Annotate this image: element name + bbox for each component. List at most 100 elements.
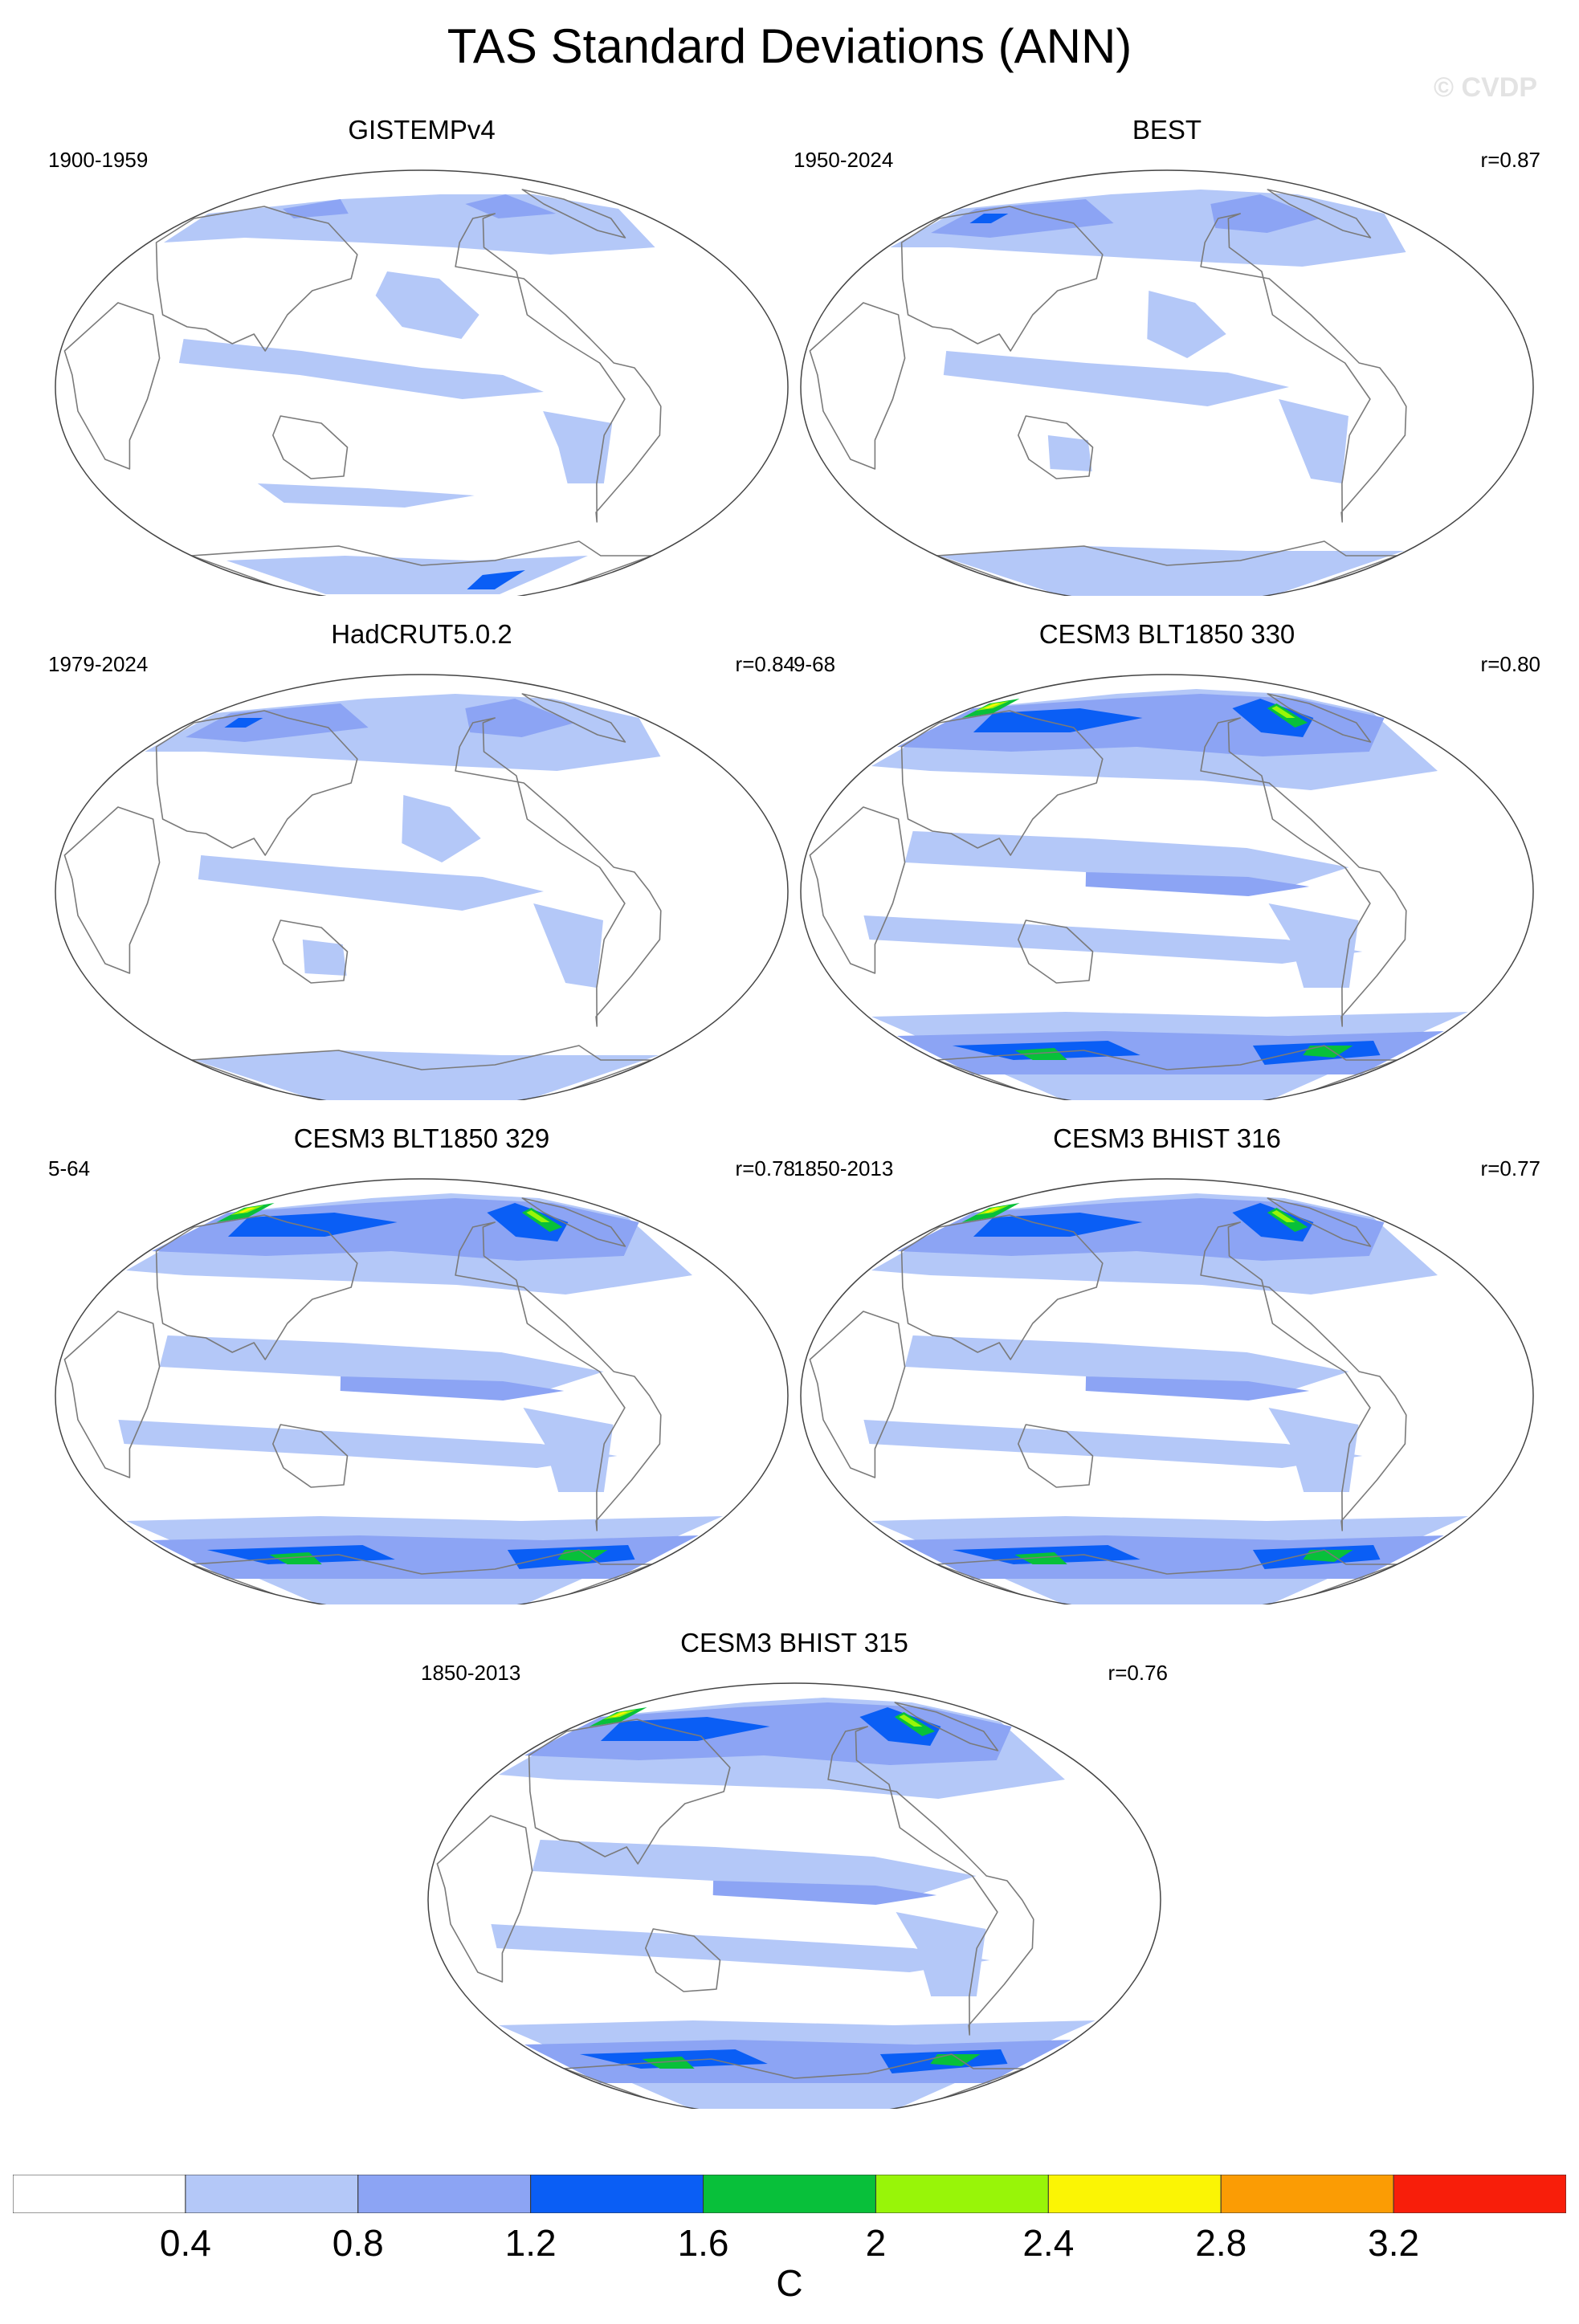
- map-border: [800, 1178, 1534, 1604]
- map-panel-cesm3-bhist-316: CESM3 BHIST 316 1850-2013 r=0.77: [794, 1123, 1540, 1604]
- contour-region: [1147, 291, 1226, 358]
- coastline-antarctica: [936, 1549, 1398, 1604]
- map-panel-hadcrut: HadCRUT5.0.2 1979-2024 r=0.84: [48, 618, 795, 1100]
- contour-region: [151, 1198, 639, 1261]
- contour-region: [375, 271, 479, 339]
- contour-region: [1085, 1376, 1310, 1401]
- contour-region: [1271, 706, 1295, 718]
- coastline-africa: [809, 1311, 906, 1478]
- contour-region: [302, 940, 347, 976]
- contour-region: [402, 795, 481, 862]
- contour-region: [904, 1335, 1349, 1391]
- coastline-australia: [1017, 919, 1094, 984]
- coastline-greenland: [1267, 189, 1372, 239]
- colorbar-tick-label: 2: [865, 2222, 887, 2264]
- contour-region: [896, 1535, 1444, 1579]
- coastline-australia: [271, 919, 349, 984]
- page-title: TAS Standard Deviations (ANN): [447, 19, 1132, 73]
- panel-title: HadCRUT5.0.2: [331, 619, 512, 649]
- contour-region: [931, 199, 1114, 238]
- contour-region: [283, 199, 349, 218]
- panel-correlation: r=0.80: [1480, 652, 1540, 676]
- contour-region: [859, 1707, 941, 1746]
- coastline-australia: [271, 1424, 349, 1488]
- panel-period: 1979-2024: [48, 652, 149, 676]
- map-border: [800, 169, 1534, 596]
- contour-region: [239, 1208, 255, 1213]
- panel-title: BEST: [1132, 115, 1202, 145]
- panel-title: CESM3 BLT1850 330: [1038, 619, 1295, 649]
- contour-region: [1232, 699, 1314, 737]
- coastline-americas: [455, 1221, 662, 1531]
- map-panel-cesm3-blt1850-329: CESM3 BLT1850 329 5-64 r=0.78: [48, 1123, 795, 1604]
- panel-title: CESM3 BHIST 315: [680, 1628, 908, 1657]
- colorbar-tick-labels: 0.4 0.8 1.2 1.6 2 2.4 2.8 3.2: [0, 2221, 1579, 2269]
- coastline-eurasia: [155, 206, 358, 352]
- colorbar-segment: [1393, 2175, 1566, 2213]
- coastline-greenland: [894, 1702, 999, 1751]
- map-plot: [800, 169, 1534, 596]
- map-plot: [800, 1178, 1534, 1604]
- coastline-americas: [827, 1726, 1034, 2036]
- panel-period: 1850-2013: [794, 1156, 894, 1180]
- panel-title: GISTEMPv4: [348, 115, 496, 145]
- map-panel-gistempv4: GISTEMPv4 1900-1959: [48, 114, 795, 596]
- panel-period: 5-64: [48, 1156, 91, 1180]
- contour-region: [533, 903, 603, 988]
- contour-region: [186, 703, 369, 742]
- map-plot: [55, 169, 789, 596]
- contour-region: [1268, 903, 1359, 988]
- contour-region: [491, 1924, 990, 1972]
- contour-region: [1271, 1210, 1295, 1222]
- contour-region: [973, 708, 1143, 732]
- contour-region: [863, 915, 1363, 964]
- contour-region: [984, 1208, 1001, 1213]
- contour-region: [973, 1213, 1143, 1237]
- contour-region: [896, 694, 1385, 756]
- coastline-eurasia: [528, 1719, 731, 1865]
- colorbar-segment: [703, 2175, 876, 2213]
- contour-region: [863, 1420, 1363, 1468]
- colorbar-tick-label: 1.2: [504, 2222, 557, 2264]
- contour-region: [227, 1213, 398, 1237]
- contour-region: [118, 1420, 618, 1468]
- coastline-greenland: [1267, 693, 1372, 743]
- contour-region: [896, 1198, 1385, 1261]
- contour-region: [899, 1714, 923, 1727]
- colorbar-segment: [185, 2175, 359, 2213]
- coastline-antarctica: [190, 1045, 653, 1100]
- coastline-greenland: [521, 189, 626, 239]
- contour-region: [712, 1881, 937, 1905]
- contour-region: [524, 1702, 1012, 1765]
- panel-period: 1900-1959: [48, 148, 149, 172]
- colorbar-tick-label: 2.8: [1195, 2222, 1247, 2264]
- coastline-eurasia: [900, 206, 1104, 352]
- contour-region: [523, 1408, 614, 1492]
- coastline-antarctica: [190, 1549, 653, 1604]
- coastline-australia: [1017, 1424, 1094, 1488]
- panel-period: 1850-2013: [421, 1661, 521, 1685]
- colorbar-segment: [13, 2175, 186, 2213]
- panel-period: 1950-2024: [794, 148, 894, 172]
- contour-region: [543, 411, 613, 483]
- panel-correlation: r=0.76: [1108, 1661, 1168, 1685]
- contour-region: [1303, 1046, 1353, 1058]
- map-plot: [800, 674, 1534, 1100]
- coastline-africa: [63, 302, 161, 470]
- contour-region: [611, 1712, 628, 1717]
- contour-region: [1303, 1550, 1353, 1562]
- contour-region: [896, 1912, 986, 1996]
- coastline-africa: [436, 1815, 533, 1983]
- contour-region: [1232, 1203, 1314, 1242]
- coastline-africa: [63, 1311, 161, 1478]
- contour-region: [984, 703, 1001, 708]
- contour-region: [904, 831, 1349, 887]
- contour-region: [1210, 194, 1321, 233]
- contour-region: [487, 1203, 569, 1242]
- contour-region: [151, 1535, 699, 1579]
- contour-region: [943, 351, 1289, 406]
- coastline-australia: [271, 415, 349, 479]
- colorbar-tick-label: 3.2: [1368, 2222, 1420, 2264]
- coastline-americas: [455, 717, 662, 1027]
- panel-title: CESM3 BHIST 316: [1053, 1123, 1281, 1153]
